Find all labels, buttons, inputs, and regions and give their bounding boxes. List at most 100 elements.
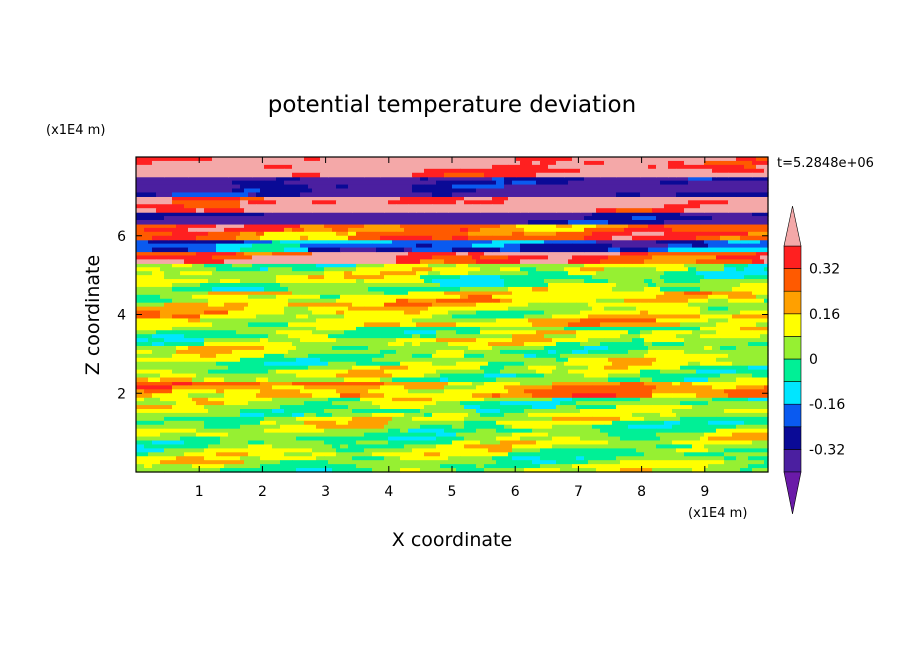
contour-cell — [156, 192, 173, 197]
contour-cell — [660, 365, 681, 371]
y-tick-label: 4 — [117, 308, 126, 324]
contour-cell — [664, 204, 701, 209]
contour-cell — [308, 286, 349, 292]
contour-cell — [540, 456, 569, 461]
contour-cell — [520, 247, 549, 253]
contour-cell — [204, 468, 221, 473]
contour-cell — [288, 349, 297, 355]
contour-cell — [712, 216, 733, 221]
contour-cell — [224, 464, 261, 469]
contour-cell — [656, 464, 685, 469]
contour-cell — [240, 286, 265, 292]
contour-cell — [540, 464, 573, 469]
contour-cell — [444, 409, 477, 414]
contour-cell — [240, 200, 249, 205]
contour-cell — [420, 176, 429, 182]
contour-cell — [660, 235, 697, 241]
contour-cell — [552, 436, 581, 442]
contour-cell — [484, 290, 513, 296]
contour-cell — [304, 369, 337, 375]
contour-cell — [136, 444, 145, 449]
contour-cell — [172, 283, 201, 288]
contour-cell — [764, 353, 769, 359]
contour-cell — [176, 255, 201, 260]
contour-cell — [376, 247, 405, 253]
contour-cell — [684, 263, 697, 268]
contour-cell — [468, 263, 477, 268]
contour-cell — [604, 160, 645, 166]
contour-cell — [156, 204, 185, 209]
contour-cell — [652, 393, 673, 398]
contour-cell — [168, 294, 193, 300]
contour-cell — [144, 314, 161, 320]
contour-cell — [496, 436, 521, 442]
contour-cell — [220, 456, 241, 461]
contour-cell — [668, 334, 677, 339]
contour-cell — [456, 164, 465, 170]
contour-cell — [300, 164, 329, 170]
contour-cell — [536, 377, 569, 383]
contour-cell — [632, 216, 657, 221]
contour-cell — [532, 322, 569, 327]
contour-cell — [688, 409, 717, 414]
contour-cell — [700, 310, 741, 316]
contour-cell — [392, 409, 421, 414]
contour-cell — [136, 223, 177, 229]
contour-cell — [708, 318, 729, 323]
contour-cell — [324, 464, 333, 469]
contour-cell — [192, 377, 205, 383]
contour-cell — [748, 306, 769, 312]
contour-cell — [432, 235, 453, 241]
contour-cell — [688, 460, 725, 465]
contour-cell — [552, 381, 585, 386]
contour-cell — [196, 302, 209, 308]
contour-cell — [700, 204, 737, 209]
contour-cell — [476, 235, 493, 241]
contour-cell — [180, 271, 213, 276]
contour-cell — [560, 306, 593, 312]
contour-cell — [136, 416, 165, 422]
contour-cell — [652, 389, 677, 394]
contour-cell — [572, 397, 609, 402]
contour-cell — [668, 243, 693, 249]
contour-cell — [468, 373, 485, 379]
contour-cell — [412, 196, 453, 201]
contour-cell — [208, 389, 217, 394]
contour-cell — [300, 464, 325, 469]
contour-cell — [696, 385, 713, 390]
contour-cell — [696, 259, 713, 264]
contour-cell — [536, 251, 561, 257]
contour-cell — [764, 310, 769, 316]
contour-cell — [404, 460, 445, 465]
contour-cell — [764, 460, 769, 465]
contour-cell — [336, 259, 349, 264]
contour-cell — [144, 176, 173, 182]
contour-cell — [552, 397, 573, 402]
contour-cell — [504, 251, 517, 257]
contour-cell — [192, 294, 209, 300]
contour-cell — [464, 405, 481, 410]
contour-cell — [464, 239, 493, 245]
contour-cell — [284, 318, 317, 323]
contour-cell — [752, 440, 769, 446]
contour-cell — [156, 208, 197, 213]
contour-cell — [196, 401, 225, 406]
contour-cell — [684, 160, 705, 166]
contour-cell — [704, 456, 725, 461]
contour-cell — [396, 326, 429, 331]
contour-cell — [212, 255, 241, 260]
contour-cell — [620, 468, 653, 473]
contour-cell — [528, 220, 569, 225]
contour-cell — [720, 338, 761, 343]
contour-cell — [648, 283, 657, 288]
contour-cell — [168, 164, 177, 170]
contour-cell — [724, 389, 761, 394]
contour-cell — [516, 251, 537, 257]
contour-cell — [528, 271, 569, 276]
contour-cell — [384, 346, 405, 351]
contour-cell — [372, 357, 397, 363]
contour-cell — [316, 204, 353, 209]
contour-cell — [468, 227, 481, 233]
contour-cell — [388, 420, 401, 426]
contour-cell — [612, 342, 645, 347]
